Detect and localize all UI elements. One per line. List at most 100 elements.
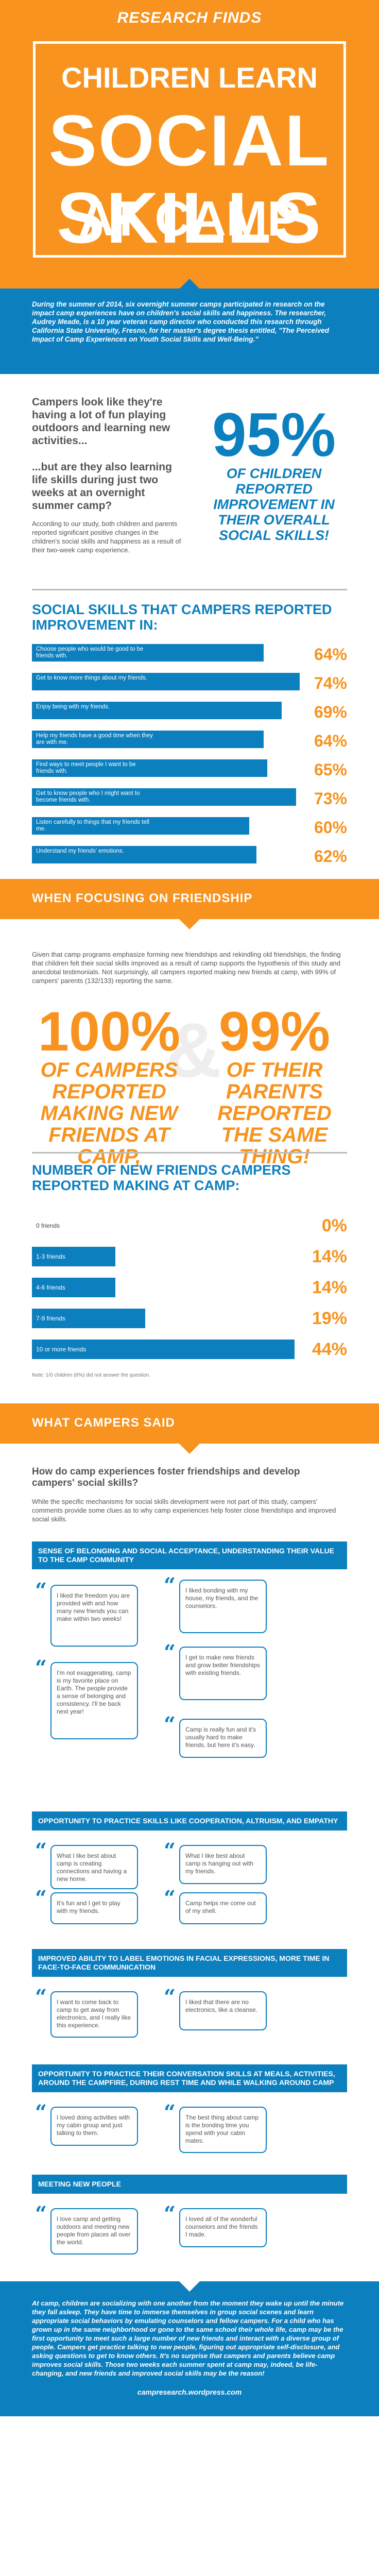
new-friends-category-label: 0 friends <box>36 1222 60 1229</box>
quote-section: OPPORTUNITY TO PRACTICE SKILLS LIKE COOP… <box>32 1811 347 1949</box>
new-friends-category-label: 7-9 friends <box>36 1315 65 1322</box>
social-skills-stat-caption: OF CHILDREN REPORTED IMPROVEMENT IN THEI… <box>213 466 335 543</box>
camper-quote: I liked the freedom you are provided wit… <box>50 1585 138 1647</box>
skills-chart: SOCIAL SKILLS THAT CAMPERS REPORTED IMPR… <box>0 590 379 879</box>
divider <box>32 1152 347 1154</box>
new-friends-bar <box>32 1278 115 1297</box>
skill-value: 74% <box>314 674 347 692</box>
quote-mark-icon: “ <box>35 1656 47 1680</box>
skill-value: 69% <box>314 703 347 721</box>
skill-row: Enjoy being with my friends. 69% <box>32 700 347 722</box>
new-friends-row: 4-6 friends 14% <box>32 1275 347 1300</box>
quote-section: OPPORTUNITY TO PRACTICE THEIR CONVERSATI… <box>32 2064 347 2175</box>
new-friends-category-label: 1-3 friends <box>36 1253 65 1260</box>
camper-quote: I'm not exaggerating, camp is my favorit… <box>50 1662 138 1739</box>
skill-value: 64% <box>314 732 347 750</box>
camper-quote: What I like best about camp is hanging o… <box>179 1845 267 1884</box>
skill-row: Help my friends have a good time when th… <box>32 728 347 751</box>
camper-quote: Camp helps me come out of my shell. <box>179 1892 267 1924</box>
header-frame <box>33 41 346 258</box>
camper-quote: I get to make new friends and grow bette… <box>179 1647 267 1700</box>
quote-mark-icon: “ <box>164 2100 176 2125</box>
social-skills-stat: 95% <box>212 400 336 469</box>
header-kicker: RESEARCH FINDS <box>117 9 262 26</box>
new-friends-row: 1-3 friends 14% <box>32 1244 347 1269</box>
camper-quote: What I like best about camp is creating … <box>50 1845 138 1889</box>
camper-quote: Camp is really fun and it's usually hard… <box>179 1719 267 1758</box>
skill-bar <box>32 846 256 863</box>
camper-quote: I liked bonding with my house, my friend… <box>179 1580 267 1633</box>
quote-section-title: OPPORTUNITY TO PRACTICE THEIR CONVERSATI… <box>32 2064 347 2092</box>
infographic: RESEARCH FINDS CHILDREN LEARN SOCIAL SKI… <box>0 0 379 2416</box>
new-friends-value-label: 0% <box>321 1216 347 1235</box>
banner-pointer <box>179 1444 200 1454</box>
quote-mark-icon: “ <box>35 1579 47 1603</box>
campers-said-question: How do camp experiences foster friendshi… <box>32 1466 300 1488</box>
skill-bar <box>32 817 249 835</box>
intro-text: During the summer of 2014, six overnight… <box>0 289 379 374</box>
header-line-1: CHILDREN LEARN <box>61 61 318 94</box>
quote-section: MEETING NEW PEOPLE “I love camp and getti… <box>32 2175 347 2281</box>
skill-value: 65% <box>314 760 347 779</box>
skill-bar <box>32 702 282 719</box>
skill-label: Enjoy being with my friends. <box>36 704 110 710</box>
campers-look-section: Campers look like they're having a lot o… <box>0 374 379 590</box>
quote-section: SENSE OF BELONGING AND SOCIAL ACCEPTANCE… <box>32 1541 347 1811</box>
campers-said-paragraph: While the specific mechanisms for social… <box>32 1498 336 1523</box>
quote-mark-icon: “ <box>35 2202 47 2226</box>
skill-label: Listen carefully to things that my frien… <box>36 819 149 832</box>
camper-quote: I want to come back to camp to get away … <box>50 1991 138 2038</box>
campers-said-banner-title: WHAT CAMPERS SAID <box>32 1416 175 1430</box>
quote-sections: SENSE OF BELONGING AND SOCIAL ACCEPTANCE… <box>0 1541 379 2281</box>
quote-mark-icon: “ <box>164 1640 176 1665</box>
new-friends-bar <box>32 1340 295 1359</box>
new-friends-bar <box>32 1247 115 1266</box>
skill-value: 62% <box>314 847 347 866</box>
footer-pointer <box>179 2281 200 2292</box>
skill-bar <box>32 759 267 777</box>
camper-quote: The best thing about camp is the bonding… <box>179 2107 267 2153</box>
new-friends-value-label: 19% <box>312 1309 347 1328</box>
header-line-2: SOCIAL SKILLS <box>48 100 331 258</box>
new-friends-value-label: 14% <box>312 1247 347 1266</box>
campers-new-friends-stat: 100% <box>38 1000 181 1062</box>
quote-mark-icon: “ <box>164 2202 176 2226</box>
quote-mark-icon: “ <box>164 1886 176 1910</box>
parents-stat-caption: OF THEIR PARENTS REPORTED THE SAME THING… <box>217 1059 332 1168</box>
skill-value: 60% <box>314 818 347 837</box>
skills-chart-title: SOCIAL SKILLS THAT CAMPERS REPORTED IMPR… <box>32 602 332 633</box>
skill-row: Listen carefully to things that my frien… <box>32 815 347 838</box>
camper-quote: It's fun and I get to play with my frien… <box>50 1892 138 1924</box>
new-friends-bar <box>32 1309 145 1328</box>
quote-section-title: IMPROVED ABILITY TO LABEL EMOTIONS IN FA… <box>32 1949 347 1977</box>
quote-mark-icon: “ <box>164 1839 176 1863</box>
footer-text: At camp, children are socializing with o… <box>32 2299 344 2377</box>
quote-mark-icon: “ <box>164 1573 176 1598</box>
quote-mark-icon: “ <box>35 1985 47 2009</box>
skill-bar <box>32 673 300 690</box>
quote-section-title: MEETING NEW PEOPLE <box>32 2175 347 2194</box>
new-friends-row: 0 friends 0% <box>32 1213 347 1239</box>
skill-label: Get to know people who I might want to b… <box>36 790 140 803</box>
skill-row: Choose people who would be good to be fr… <box>32 642 347 665</box>
campers-new-friends-caption: OF CAMPERS REPORTED MAKING NEW FRIENDS A… <box>40 1059 178 1168</box>
look-question-1: Campers look like they're having a lot o… <box>32 396 170 447</box>
quote-mark-icon: “ <box>164 1713 176 1737</box>
quote-section-title: SENSE OF BELONGING AND SOCIAL ACCEPTANCE… <box>32 1541 347 1569</box>
new-friends-row: 7-9 friends 19% <box>32 1306 347 1331</box>
friendship-banner: WHEN FOCUSING ON FRIENDSHIP <box>0 879 379 929</box>
quote-mark-icon: “ <box>35 1839 47 1863</box>
skill-row: Get to know people who I might want to b… <box>32 786 347 809</box>
friendship-banner-title: WHEN FOCUSING ON FRIENDSHIP <box>32 891 253 905</box>
divider <box>32 589 347 590</box>
skill-bar <box>32 644 264 662</box>
skill-row: Understand my friends' emotions. 62% <box>32 844 347 867</box>
skill-label: Help my friends have a good time when th… <box>36 733 153 745</box>
skill-label: Get to know more things about my friends… <box>36 675 148 681</box>
quote-mark-icon: “ <box>35 1886 47 1910</box>
new-friends-value-label: 14% <box>312 1278 347 1297</box>
new-friends-chart-note: Note: 1/0 children (6%) did not answer t… <box>32 1372 151 1378</box>
skill-label: Choose people who would be good to be fr… <box>36 646 144 659</box>
ampersand: & <box>166 1007 222 1093</box>
skill-label: Understand my friends' emotions. <box>36 848 124 854</box>
